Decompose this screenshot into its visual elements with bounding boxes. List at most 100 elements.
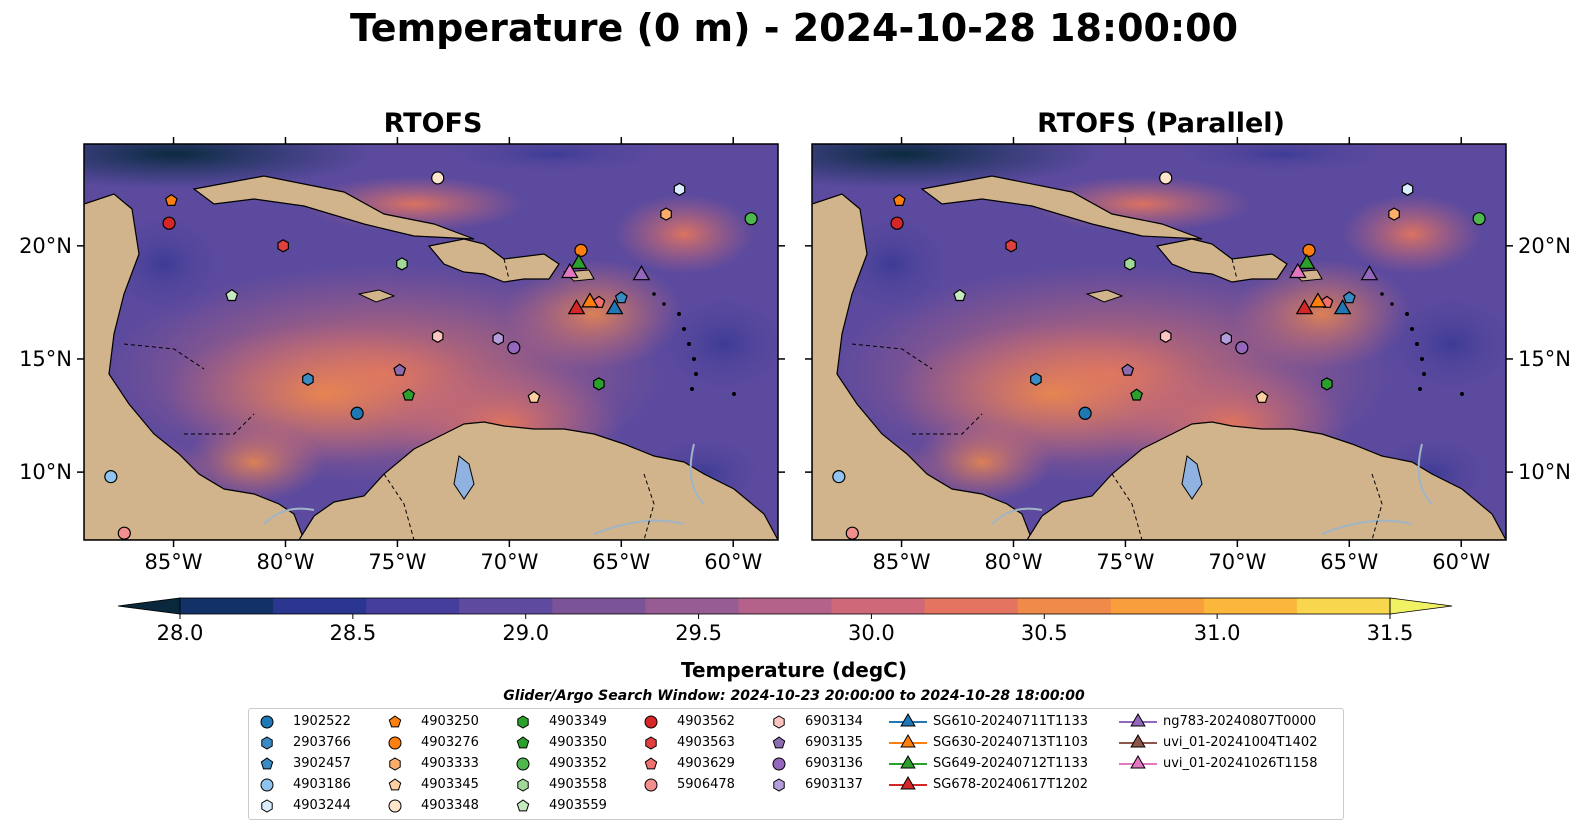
lon-tick-label: 60°W — [704, 550, 762, 574]
colorbar: 28.0 28.5 29.0 29.5 30.0 30.5 31.0 31.5 — [117, 597, 1453, 645]
colorbar-segment — [366, 598, 460, 614]
legend-marker — [388, 778, 402, 791]
marker-SG610-20240711T1133 — [605, 299, 624, 315]
legend-marker — [261, 736, 273, 750]
legend-label: 4903244 — [293, 798, 351, 813]
legend-marker — [773, 715, 785, 729]
legend-marker — [388, 736, 402, 750]
legend-label: 4903352 — [549, 756, 607, 771]
legend-marker — [644, 757, 658, 770]
lon-tick-label: 80°W — [256, 550, 314, 574]
legend-marker — [260, 757, 274, 770]
lon-tick-label: 60°W — [1432, 550, 1490, 574]
legend-marker — [889, 754, 927, 769]
lat-tick-label: 15°N — [1518, 347, 1571, 371]
legend-marker — [261, 799, 273, 813]
legend-marker — [388, 715, 402, 728]
marker-SG678-20240617T1202 — [567, 299, 586, 315]
colorbar-extend-high — [1389, 597, 1453, 615]
marker-uvi_01-20241026T1158 — [560, 262, 579, 279]
marker-uvi_01-20241026T1158 — [1288, 262, 1307, 279]
marker-6903136 — [1235, 341, 1249, 355]
marker-4903186 — [832, 470, 846, 484]
colorbar-segment — [1203, 598, 1298, 614]
colorbar-segment — [459, 598, 553, 614]
marker-SG610-20240711T1133 — [1333, 299, 1352, 315]
legend-label: 1902522 — [293, 714, 351, 729]
legend-label: 6903135 — [805, 735, 863, 750]
map-title-rtofs: RTOFS — [383, 108, 483, 139]
marker-ng783-20240807T0000 — [632, 265, 651, 281]
colorbar-segment — [180, 598, 274, 614]
marker-4903345 — [1255, 390, 1269, 403]
marker-4903348 — [431, 171, 445, 185]
markers-left — [104, 171, 758, 540]
legend-marker — [644, 778, 658, 792]
colorbar-tick-label: 30.5 — [1021, 621, 1068, 645]
marker-4903563 — [277, 239, 289, 253]
legend-label: 4903629 — [677, 756, 735, 771]
colorbar-tick-label: 31.5 — [1367, 621, 1414, 645]
marker-4903250 — [892, 193, 906, 207]
legend-label: 6903137 — [805, 777, 863, 792]
legend-marker — [389, 757, 401, 771]
marker-1902522 — [350, 406, 364, 420]
colorbar-segment — [924, 598, 1019, 614]
marker-6903137 — [1220, 331, 1232, 346]
map-frame-left — [83, 143, 779, 541]
lat-tick-label: 10°N — [1518, 460, 1571, 484]
marker-2903766 — [1030, 372, 1042, 386]
legend-label: ng783-20240807T0000 — [1163, 714, 1317, 729]
colorbar-tick-label: 28.0 — [157, 621, 204, 645]
legend-label: 4903558 — [549, 777, 607, 792]
legend-label: 4903349 — [549, 714, 607, 729]
colorbar-segment — [552, 598, 646, 614]
figure-title: Temperature (0 m) - 2024-10-28 18:00:00 — [349, 6, 1239, 50]
markers-right — [832, 171, 1486, 540]
lon-tick-label: 80°W — [984, 550, 1042, 574]
legend-marker — [1119, 754, 1157, 769]
lon-tick-label: 75°W — [368, 550, 426, 574]
legend-label: 4903562 — [677, 714, 735, 729]
marker-SG678-20240617T1202 — [1295, 299, 1314, 315]
marker-4903352 — [744, 212, 758, 226]
map-panel-rtofs-parallel — [812, 144, 1506, 540]
marker-ng783-20240807T0000 — [1360, 265, 1379, 281]
lon-tick-label: 85°W — [873, 550, 931, 574]
legend-marker — [1119, 712, 1157, 727]
legend-marker — [645, 736, 657, 750]
lon-tick-label: 70°W — [1208, 550, 1266, 574]
marker-4903186 — [104, 470, 118, 484]
marker-4903276 — [574, 243, 588, 257]
legend-marker — [260, 715, 274, 729]
marker-5906478 — [845, 526, 859, 540]
marker-6903134 — [431, 329, 444, 343]
lat-tick-label: 15°N — [19, 347, 72, 371]
colorbar-tick-label: 29.5 — [675, 621, 722, 645]
legend-label: 6903134 — [805, 714, 863, 729]
legend-label: 4903345 — [421, 777, 479, 792]
legend-label: 4903559 — [549, 798, 607, 813]
search-window-text: Glider/Argo Search Window: 2024-10-23 20… — [503, 688, 1085, 704]
marker-1902522 — [1078, 406, 1092, 420]
legend-marker — [516, 736, 530, 749]
legend-marker — [889, 712, 927, 727]
legend-label: SG678-20240617T1202 — [933, 777, 1089, 792]
legend-marker — [772, 757, 786, 771]
marker-4903244 — [673, 182, 686, 196]
colorbar-segment — [273, 598, 367, 614]
lon-tick-label: 75°W — [1096, 550, 1154, 574]
marker-4903333 — [660, 207, 672, 221]
legend-marker — [388, 799, 402, 813]
marker-4903559 — [953, 288, 967, 302]
marker-3902457 — [614, 291, 628, 304]
marker-3902457 — [1342, 291, 1356, 304]
legend-label: 4903186 — [293, 777, 351, 792]
colorbar-segment — [738, 598, 833, 614]
marker-4903244 — [1401, 182, 1414, 196]
lat-tick-label: 20°N — [19, 234, 72, 258]
marker-SG630-20240713T1103 — [1309, 292, 1327, 308]
legend-marker — [773, 778, 785, 792]
legend-marker — [889, 775, 927, 790]
legend-label: 4903333 — [421, 756, 479, 771]
